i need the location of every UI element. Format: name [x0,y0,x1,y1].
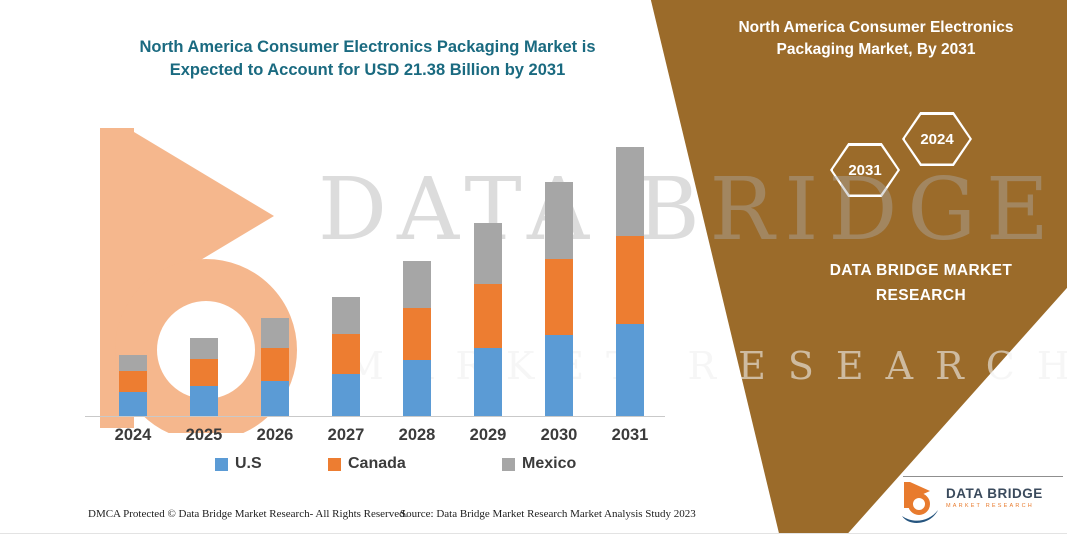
bar-segment-canada-2031 [616,236,644,324]
band-brand-line1: DATA BRIDGE MARKET [829,262,1013,279]
x-axis-label-2031: 2031 [611,426,649,444]
dmca-footer-text: DMCA Protected © Data Bridge Market Rese… [88,508,408,520]
legend-item-us: U.S [215,455,262,473]
bar-segment-canada-2029 [474,284,502,348]
x-axis-label-2027: 2027 [327,426,365,444]
page-title: North America Consumer Electronics Packa… [95,36,640,82]
page-title-line1: North America Consumer Electronics Packa… [139,38,596,56]
watermark-text-market-research: MARKET RESEARCH [345,344,1067,388]
bar-segment-us-2024 [119,392,147,416]
bar-segment-us-2027 [332,374,360,416]
x-axis-label-2026: 2026 [256,426,294,444]
bar-segment-mexico-2027 [332,297,360,334]
band-title: North America Consumer Electronics Packa… [700,17,1052,61]
bar-segment-canada-2030 [545,259,573,335]
stacked-bar-chart [85,100,665,417]
footer-divider-line [903,476,1063,477]
bar-segment-us-2030 [545,335,573,416]
bar-segment-mexico-2028 [403,261,431,308]
legend-label: Canada [348,455,406,472]
band-title-line1: North America Consumer Electronics [738,19,1014,36]
legend-swatch-icon [502,457,515,471]
x-axis-label-2028: 2028 [398,426,436,444]
x-axis-label-2030: 2030 [540,426,578,444]
legend-item-mexico: Mexico [502,455,576,473]
watermark-text-data-bridge: DATA BRIDGE [318,160,1059,260]
footer-logo-subtitle: MARKET RESEARCH [946,503,1034,509]
source-footer-text: Source: Data Bridge Market Research Mark… [400,508,696,520]
bar-segment-canada-2028 [403,308,431,360]
bar-segment-us-2025 [190,386,218,416]
bar-segment-canada-2027 [332,334,360,374]
bar-segment-us-2026 [261,381,289,416]
chart-legend: U.S Canada Mexico [85,455,665,479]
bar-segment-us-2028 [403,360,431,416]
bar-segment-us-2029 [474,348,502,416]
bar-segment-mexico-2030 [545,182,573,259]
band-title-line2: Packaging Market, By 2031 [776,41,976,58]
data-bridge-logo-icon [900,480,940,531]
legend-item-canada: Canada [328,455,406,473]
hex-badge-2024: 2024 [902,112,972,166]
bar-segment-mexico-2024 [119,355,147,371]
footer-logo-text: DATA BRIDGE MARKET RESEARCH [946,480,1043,509]
x-axis-label-2024: 2024 [114,426,152,444]
bar-segment-canada-2026 [261,348,289,381]
bar-segment-us-2031 [616,324,644,416]
legend-label: Mexico [522,455,577,472]
hex-badge-2031: 2031 [830,143,900,197]
band-brand-line2: RESEARCH [875,287,967,304]
x-axis-label-2025: 2025 [185,426,223,444]
x-axis-line [85,416,665,417]
legend-swatch-icon [215,457,228,471]
legend-label: U.S [235,455,262,472]
bar-segment-mexico-2025 [190,338,218,359]
band-brand-text: DATA BRIDGE MARKET RESEARCH [806,258,1036,308]
x-axis-label-2029: 2029 [469,426,507,444]
bar-segment-mexico-2031 [616,147,644,236]
x-axis-labels: 2024 2025 2026 2027 2028 2029 2030 2031 [85,426,665,448]
page-title-line2: Expected to Account for USD 21.38 Billio… [169,61,566,79]
footer-logo-name: DATA BRIDGE [946,486,1043,501]
legend-swatch-icon [328,457,341,471]
bar-segment-canada-2024 [119,371,147,392]
bar-segment-mexico-2029 [474,223,502,284]
bar-segment-mexico-2026 [261,318,289,348]
data-bridge-footer-logo: DATA BRIDGE MARKET RESEARCH [900,480,1043,531]
bar-segment-canada-2025 [190,359,218,386]
